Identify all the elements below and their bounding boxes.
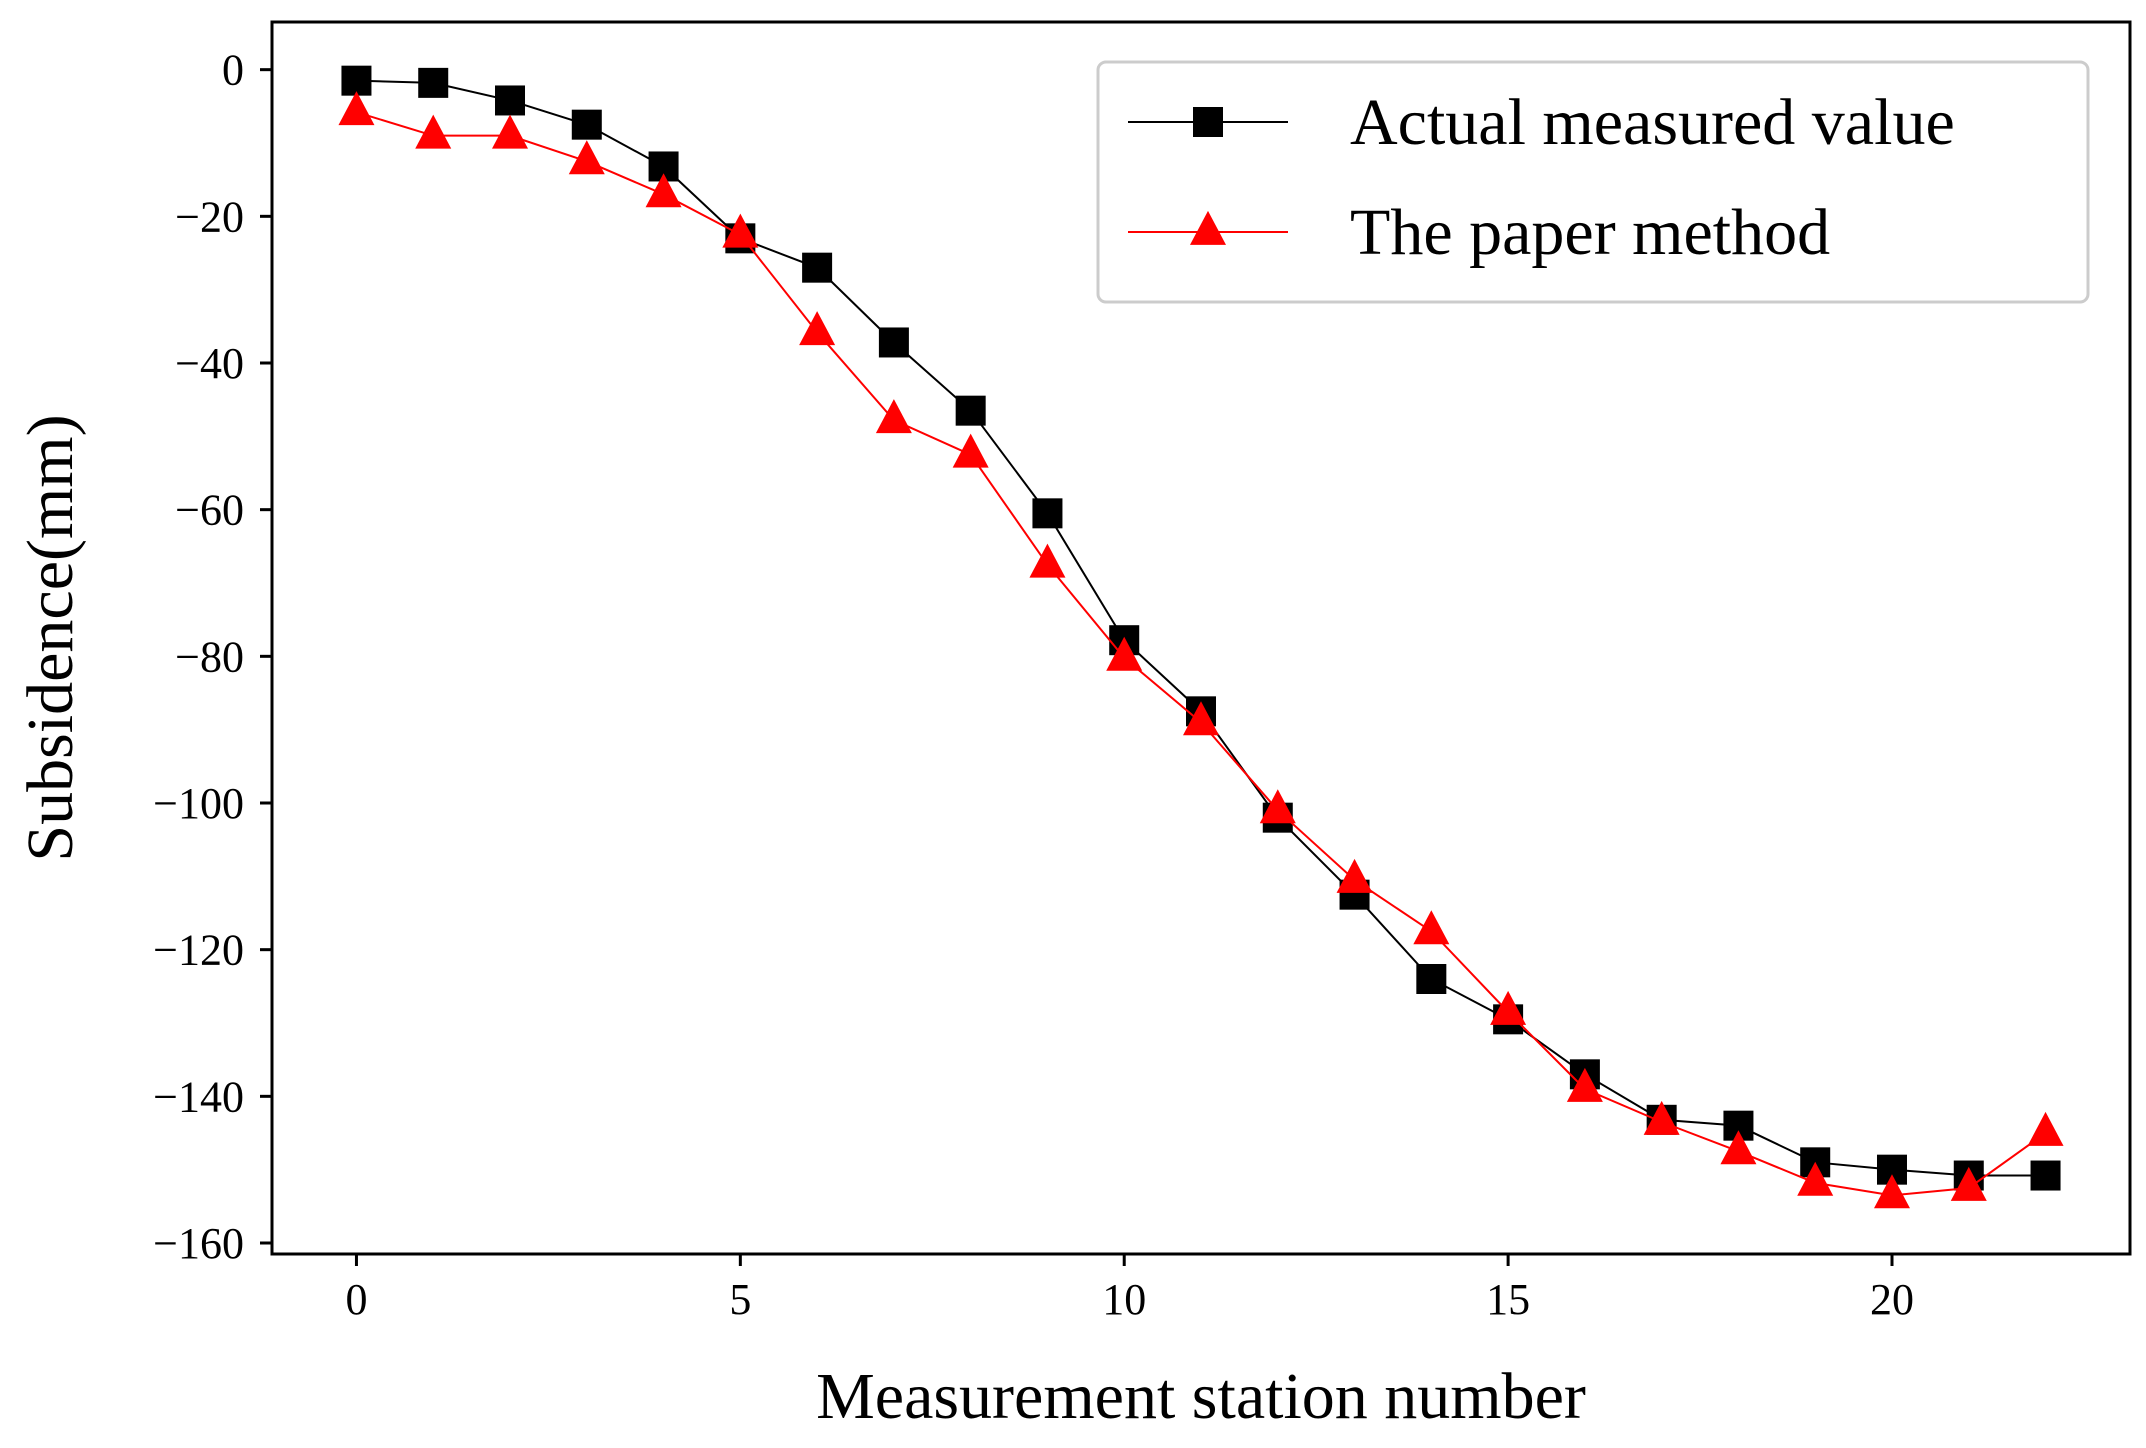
x-tick-label: 0: [345, 1275, 367, 1324]
data-point: [415, 114, 452, 149]
data-point: [1106, 636, 1143, 671]
data-point: [418, 67, 449, 98]
data-point: [1643, 1100, 1680, 1135]
data-point: [1032, 498, 1063, 529]
data-point: [955, 395, 986, 426]
y-axis-title: Subsidence(mm): [14, 414, 87, 861]
x-tick-label: 10: [1102, 1275, 1146, 1324]
data-point: [341, 65, 372, 96]
data-point: [1183, 701, 1219, 736]
legend-label-actual: Actual measured value: [1350, 86, 1955, 159]
data-point: [1029, 543, 1066, 578]
data-point: [571, 109, 602, 140]
data-point: [495, 85, 526, 116]
series-paper-method: [338, 91, 2064, 1209]
legend-label-paper: The paper method: [1350, 196, 1830, 269]
data-point: [1873, 1174, 1910, 1209]
legend-box: [1096, 60, 2090, 304]
y-tick-label: −40: [175, 339, 244, 388]
plot-frame: [270, 20, 2132, 1256]
y-tick-label: −80: [175, 632, 244, 681]
x-axis: 0 5 10 15 20: [345, 1254, 1914, 1324]
y-tick-label: −60: [175, 486, 244, 535]
data-point: [2027, 1111, 2064, 1146]
data-point: [952, 433, 989, 468]
data-point: [568, 140, 605, 175]
x-tick-label: 15: [1486, 1275, 1530, 1324]
data-point: [492, 114, 529, 149]
data-point: [1416, 964, 1447, 994]
x-axis-title: Measurement station number: [816, 1360, 1586, 1433]
data-point: [1336, 858, 1373, 893]
data-point: [1797, 1161, 1834, 1196]
data-point: [1720, 1130, 1757, 1165]
y-tick-label: −120: [153, 926, 244, 975]
legend-marker-paper: [1190, 210, 1226, 245]
legend-marker-actual: [1193, 107, 1223, 137]
data-point: [875, 399, 912, 434]
series-layer: [338, 65, 2064, 1209]
data-point: [802, 252, 833, 283]
data-point: [799, 311, 836, 346]
data-point: [338, 91, 375, 126]
data-point: [1950, 1166, 1987, 1201]
data-point: [2030, 1160, 2061, 1191]
legend-triangle-marker: [1190, 210, 1226, 245]
y-tick-label: −100: [153, 779, 244, 828]
data-point: [1413, 910, 1450, 945]
y-tick-label: −20: [175, 192, 244, 241]
x-tick-label: 5: [729, 1275, 751, 1324]
legend: Actual measured value The paper method: [1096, 60, 2090, 304]
data-point: [722, 213, 759, 248]
data-point: [645, 173, 682, 208]
y-axis: 0 −20 −40 −60 −80 −100 −120 −140 −160: [153, 46, 272, 1268]
y-tick-label: −160: [153, 1219, 244, 1268]
data-point: [1566, 1067, 1603, 1102]
legend-square-marker: [1193, 107, 1223, 137]
plot-area: 0 5 10 15 20 0 −20 −40 −60 −80 −100 −120 −140 −160: [153, 20, 2132, 1324]
y-tick-label: 0: [222, 46, 244, 95]
data-point: [878, 327, 909, 358]
data-point: [1259, 789, 1296, 824]
y-tick-label: −140: [153, 1072, 244, 1121]
x-tick-label: 20: [1870, 1275, 1914, 1324]
data-point: [1490, 990, 1527, 1025]
